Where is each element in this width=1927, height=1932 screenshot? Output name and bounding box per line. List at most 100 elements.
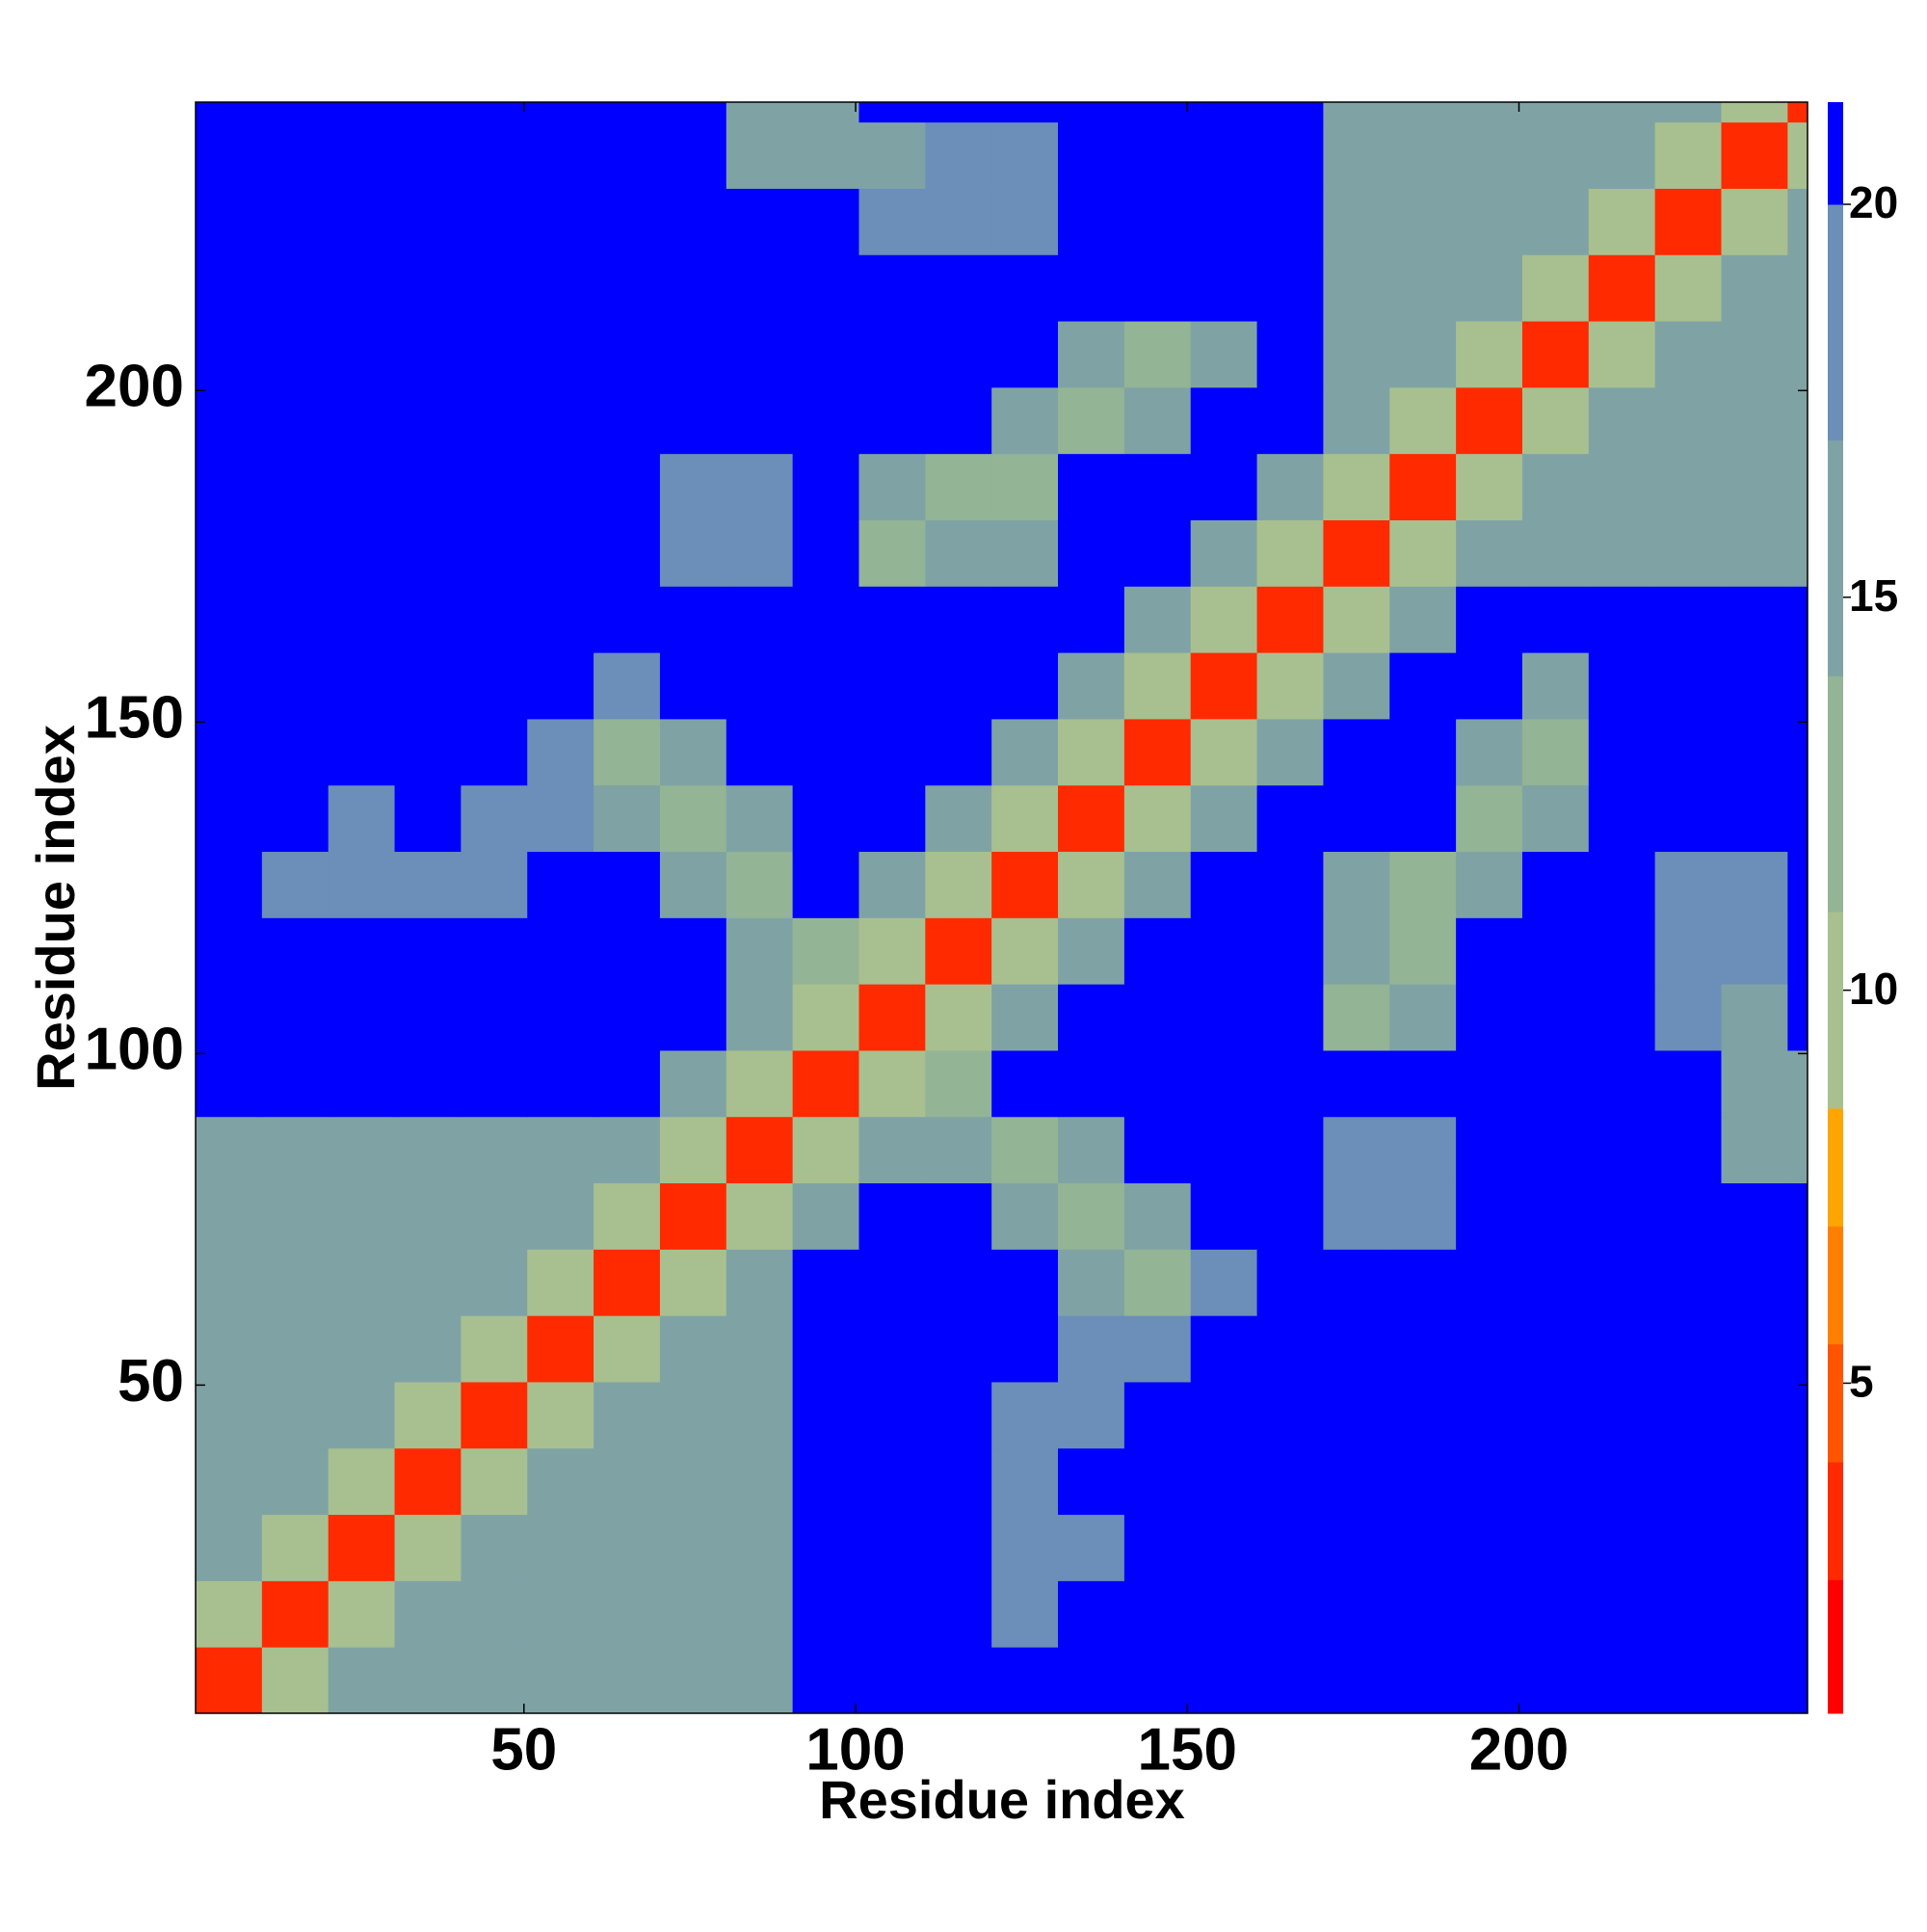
heat-cell	[527, 188, 594, 255]
heat-cell	[1190, 1249, 1258, 1316]
heat-cell	[1521, 1315, 1590, 1383]
heat-cell	[527, 386, 594, 455]
heat-cell	[1721, 984, 1788, 1051]
heat-cell	[1256, 1580, 1324, 1648]
heat-cell	[1654, 1249, 1722, 1316]
heat-cell	[1787, 519, 1808, 587]
heat-cell	[1456, 1447, 1523, 1516]
colorbar-band	[1828, 1226, 1843, 1345]
heat-cell	[1456, 652, 1523, 720]
heat-cell	[1190, 386, 1258, 455]
heat-cell	[1323, 917, 1390, 985]
heat-cell	[1654, 1049, 1722, 1118]
heat-cell	[1389, 121, 1457, 189]
heat-cell	[991, 1049, 1059, 1118]
heat-cell	[328, 1182, 396, 1250]
heat-cell	[527, 1049, 594, 1118]
heat-cell	[461, 1580, 528, 1648]
heat-cell	[659, 519, 727, 587]
heat-cell	[394, 784, 462, 853]
heat-cell	[527, 121, 594, 189]
heat-cell	[792, 1249, 859, 1316]
heat-cell	[1389, 784, 1457, 853]
heat-cell	[1058, 1249, 1125, 1316]
heat-cell	[1521, 121, 1590, 189]
heat-cell	[196, 586, 263, 653]
heat-cell	[527, 1315, 594, 1383]
heat-cell	[594, 1049, 661, 1118]
heat-cell	[1654, 1514, 1722, 1581]
y-tick-label: 200	[85, 354, 184, 420]
heat-cell	[196, 121, 263, 189]
heat-cell	[394, 1315, 462, 1383]
y-tick-label: 150	[85, 685, 184, 752]
heat-cell	[792, 1315, 859, 1383]
heat-cell	[659, 1381, 727, 1449]
heat-cell	[527, 1514, 594, 1581]
heat-cell	[1323, 1447, 1390, 1516]
heat-cell	[594, 586, 661, 653]
heat-cell	[1588, 1315, 1656, 1383]
heat-cell	[1787, 851, 1808, 918]
heat-cell	[261, 984, 330, 1051]
heat-cell	[991, 254, 1059, 322]
heat-cell	[594, 321, 661, 388]
heat-cell	[1721, 652, 1788, 720]
heat-cell	[1588, 851, 1656, 918]
heat-cell	[1721, 851, 1788, 918]
heat-cell	[328, 652, 396, 720]
heat-cell	[461, 784, 528, 853]
heat-cell	[461, 1182, 528, 1250]
heat-cell	[1721, 1116, 1788, 1184]
heat-cell	[1588, 254, 1656, 322]
heat-cell	[394, 453, 462, 520]
heat-cell	[1521, 586, 1590, 653]
heat-cell	[461, 121, 528, 189]
heat-cell	[991, 1447, 1059, 1516]
heat-cell	[1588, 102, 1656, 123]
heat-cell	[1323, 1049, 1390, 1118]
heat-cell	[594, 984, 661, 1051]
heat-cell	[1190, 917, 1258, 985]
heat-cell	[196, 1116, 263, 1184]
heat-cell	[261, 1580, 330, 1648]
heat-cell	[328, 1514, 396, 1581]
heat-cell	[1123, 1116, 1192, 1184]
heat-cell	[659, 1647, 727, 1714]
heat-cell	[196, 917, 263, 985]
heat-cell	[594, 652, 661, 720]
heat-cell	[328, 784, 396, 853]
heat-cell	[792, 121, 859, 189]
heat-cell	[1058, 321, 1125, 388]
heat-cell	[594, 121, 661, 189]
heat-cell	[1456, 1580, 1523, 1648]
heat-cell	[196, 188, 263, 255]
heat-cell	[328, 121, 396, 189]
heat-cell	[991, 1647, 1059, 1714]
heat-cell	[925, 984, 992, 1051]
heat-cell	[925, 121, 992, 189]
heat-cell	[991, 851, 1059, 918]
heat-cell	[1256, 1249, 1324, 1316]
heat-cell	[1256, 718, 1324, 786]
heat-cell	[659, 1514, 727, 1581]
heat-cell	[659, 188, 727, 255]
heat-cell	[1588, 1514, 1656, 1581]
heat-cell	[461, 652, 528, 720]
heat-cell	[1058, 453, 1125, 520]
heat-cell	[527, 254, 594, 322]
heat-cell	[858, 102, 926, 123]
heat-cell	[925, 1116, 992, 1184]
heat-cell	[527, 1647, 594, 1714]
heat-cell	[1588, 188, 1656, 255]
heat-cell	[792, 1580, 859, 1648]
heat-cell	[858, 984, 926, 1051]
heat-cell	[261, 102, 330, 123]
heat-cell	[1588, 1116, 1656, 1184]
heat-cell	[991, 1182, 1059, 1250]
heat-cell	[1389, 386, 1457, 455]
heat-cell	[1123, 1447, 1192, 1516]
heat-cell	[726, 1514, 794, 1581]
heat-cell	[1456, 1315, 1523, 1383]
heat-cell	[261, 851, 330, 918]
